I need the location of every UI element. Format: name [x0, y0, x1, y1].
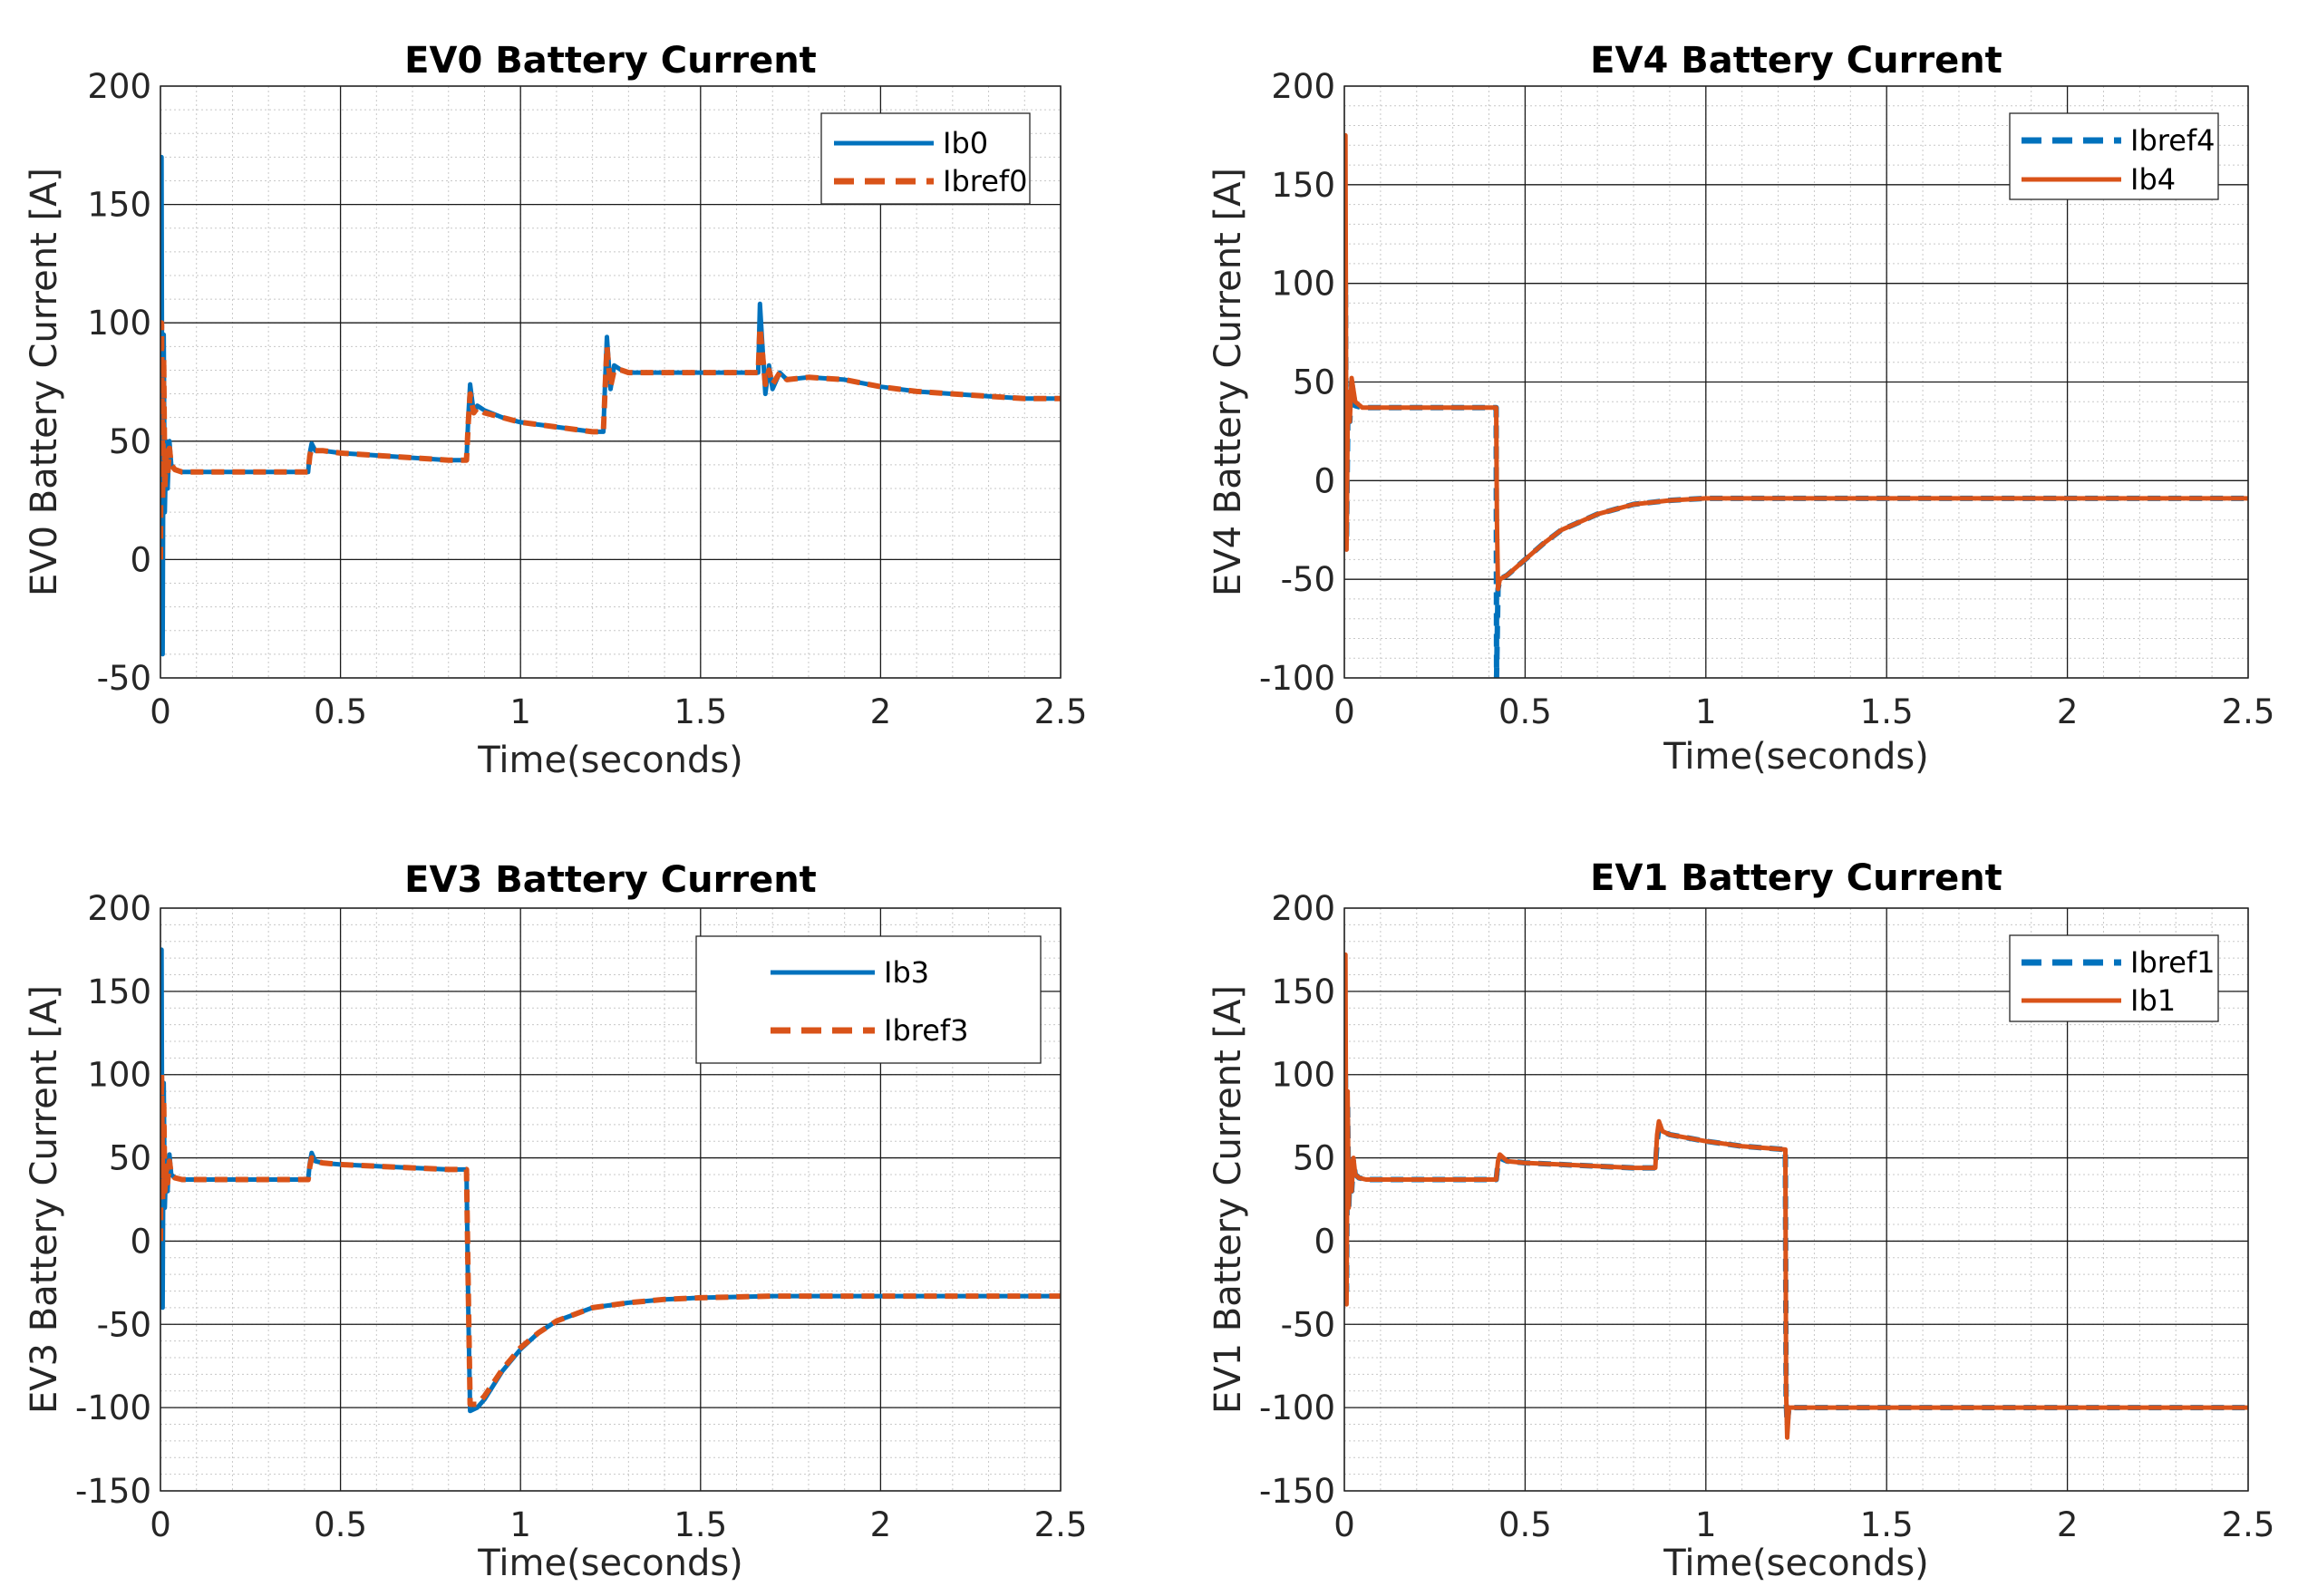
- x-tick-label: 2: [2057, 1505, 2079, 1544]
- x-axis-label: Time(seconds): [1663, 736, 1929, 778]
- y-tick-label: 0: [1314, 461, 1335, 500]
- y-tick-label: -50: [1281, 1305, 1335, 1344]
- y-tick-label: -150: [1259, 1472, 1335, 1511]
- y-tick-label: 50: [1293, 363, 1335, 402]
- legend-label: Ibref4: [2130, 123, 2216, 158]
- x-tick-label: 2: [870, 1505, 892, 1544]
- x-tick-label: 0.5: [1498, 1505, 1552, 1544]
- x-tick-label: 2.5: [1034, 1505, 1088, 1544]
- y-tick-label: -50: [97, 659, 151, 698]
- minor-grid: [160, 85, 1062, 679]
- y-tick-label: 200: [87, 889, 151, 928]
- legend-box: [2009, 112, 2219, 200]
- y-axis-label: EV4 Battery Current [A]: [1207, 168, 1249, 596]
- y-tick-label: 0: [1314, 1222, 1335, 1261]
- y-tick-label: 100: [87, 304, 151, 343]
- y-tick-label: 200: [87, 67, 151, 106]
- x-tick-label: 2: [870, 692, 892, 731]
- x-tick-label: 1.5: [1860, 692, 1914, 731]
- y-axis-label: EV1 Battery Current [A]: [1207, 985, 1249, 1414]
- legend-label: Ibref0: [943, 164, 1028, 198]
- chart-ev3: 0 0.5 1 1.5 2 2.5 -150 -100 -50 0 50 100 150 200 EV3 B…: [24, 859, 1087, 1584]
- series-group: [160, 947, 1061, 1414]
- series-group: [1344, 952, 2248, 1440]
- series-line-Ibref3: [160, 1071, 1061, 1407]
- series-line-Ib1: [1344, 952, 2248, 1440]
- x-tick-label: 0.5: [1498, 692, 1552, 731]
- series-group: [1344, 132, 2248, 678]
- series-line-Ibref0: [160, 320, 1061, 560]
- legend-label: Ib0: [943, 126, 988, 160]
- x-tick-label: 1: [1695, 1505, 1717, 1544]
- y-tick-label: 0: [130, 540, 151, 579]
- y-tick-label: -100: [1259, 1388, 1335, 1427]
- axes-box: [160, 907, 1062, 1492]
- y-tick-label: 200: [1271, 889, 1335, 928]
- x-tick-label: 2: [2057, 692, 2079, 731]
- x-tick-label: 0: [150, 692, 171, 731]
- axes-box: [160, 85, 1062, 679]
- chart-title: EV3 Battery Current: [404, 859, 817, 901]
- x-tick-label: 1: [509, 1505, 531, 1544]
- legend-box: [695, 935, 1042, 1064]
- chart-title: EV4 Battery Current: [1590, 40, 2002, 82]
- chart-title: EV1 Battery Current: [1590, 857, 2002, 899]
- series-group: [160, 154, 1061, 657]
- y-tick-label: -100: [75, 1388, 151, 1427]
- y-tick-label: -100: [1259, 659, 1335, 698]
- legend-box: [820, 112, 1031, 205]
- x-axis-label: Time(seconds): [1663, 1543, 1929, 1584]
- axes-box: [1343, 907, 2249, 1492]
- legend: Ib0 Ibref0: [820, 112, 1031, 205]
- x-tick-label: 1.5: [674, 692, 727, 731]
- y-tick-label: 50: [109, 422, 151, 461]
- legend-label: Ibref1: [2130, 945, 2216, 980]
- legend-label: Ib1: [2130, 983, 2176, 1018]
- y-tick-label: 50: [1293, 1139, 1335, 1178]
- y-tick-label: 150: [87, 972, 151, 1011]
- x-axis-label: Time(seconds): [477, 1543, 743, 1584]
- y-tick-label: 150: [1271, 166, 1335, 205]
- chart-ev4: 0 0.5 1 1.5 2 2.5 -100 -50 0 50 100 150 200 EV4 Batte…: [1207, 40, 2274, 778]
- x-tick-label: 2.5: [2222, 1505, 2275, 1544]
- legend-label: Ib3: [884, 955, 929, 990]
- x-tick-label: 0: [150, 1505, 171, 1544]
- y-tick-label: 100: [1271, 265, 1335, 304]
- x-tick-label: 1.5: [674, 1505, 727, 1544]
- x-tick-label: 0: [1333, 1505, 1355, 1544]
- legend-label: Ibref3: [884, 1013, 969, 1048]
- y-tick-label: -50: [1281, 560, 1335, 599]
- y-tick-label: 150: [1271, 972, 1335, 1011]
- x-tick-label: 2.5: [2222, 692, 2275, 731]
- x-tick-label: 1.5: [1860, 1505, 1914, 1544]
- x-tick-label: 1: [509, 692, 531, 731]
- y-tick-label: 200: [1271, 67, 1335, 106]
- legend: Ib3 Ibref3: [695, 935, 1042, 1064]
- y-tick-label: 100: [87, 1056, 151, 1095]
- x-axis-label: Time(seconds): [477, 740, 743, 781]
- x-tick-label: 0.5: [314, 1505, 367, 1544]
- y-tick-label: -150: [75, 1472, 151, 1511]
- y-tick-label: 100: [1271, 1056, 1335, 1095]
- legend-box: [2009, 934, 2219, 1022]
- legend-label: Ib4: [2130, 162, 2176, 197]
- y-axis-label: EV0 Battery Current [A]: [24, 168, 65, 596]
- chart-title: EV0 Battery Current: [404, 40, 817, 82]
- y-tick-label: 50: [109, 1139, 151, 1178]
- y-axis-label: EV3 Battery Current [A]: [24, 985, 65, 1414]
- x-tick-label: 2.5: [1034, 692, 1088, 731]
- axes-box: [1343, 85, 2249, 679]
- y-tick-label: -50: [97, 1305, 151, 1344]
- chart-ev1: 0 0.5 1 1.5 2 2.5 -150 -100 -50 0 50 100 150 200 EV1 B…: [1207, 857, 2274, 1584]
- x-tick-label: 1: [1695, 692, 1717, 731]
- x-tick-label: 0.5: [314, 692, 367, 731]
- x-tick-label: 0: [1333, 692, 1355, 731]
- legend: Ibref4 Ib4: [2009, 112, 2219, 200]
- series-line-Ib4: [1344, 132, 2248, 592]
- y-tick-label: 0: [130, 1222, 151, 1261]
- y-tick-label: 150: [87, 186, 151, 225]
